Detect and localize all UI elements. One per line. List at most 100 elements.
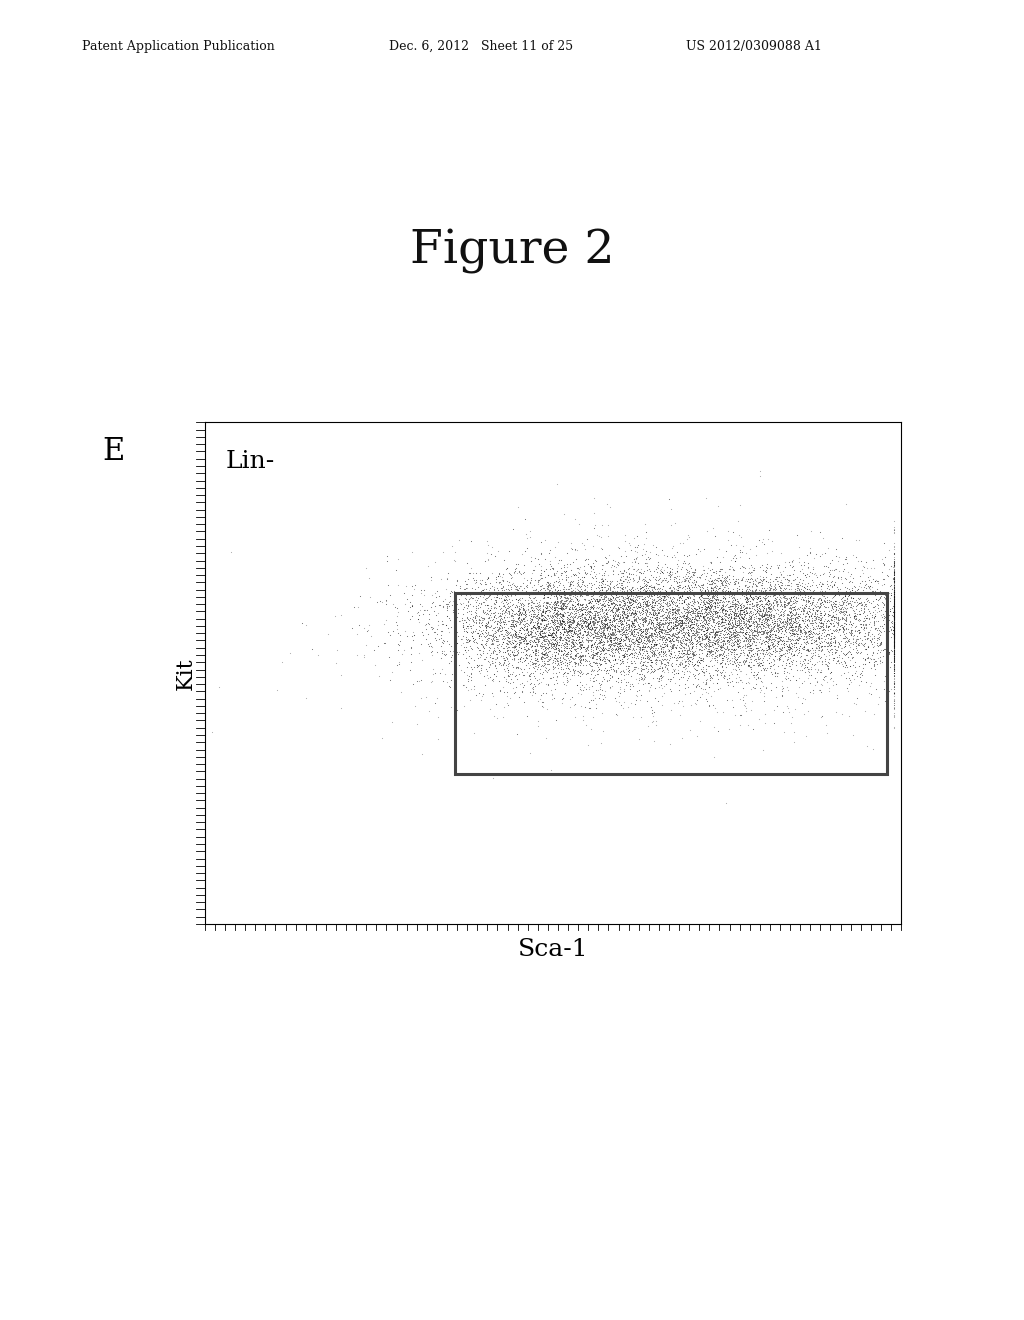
Point [553,587,569,609]
Point [886,618,902,639]
Point [800,622,816,643]
Point [701,630,718,651]
Point [754,593,770,614]
Point [779,640,796,661]
Point [800,615,816,636]
Point [486,706,503,727]
Point [695,607,712,628]
Point [453,628,469,649]
Point [802,593,818,614]
Point [886,619,902,640]
Point [738,543,755,564]
Point [602,601,618,622]
Point [532,560,549,581]
Point [662,581,678,602]
Point [691,635,708,656]
Point [840,631,856,652]
Point [696,605,713,626]
Point [555,598,571,619]
Point [635,603,651,624]
Point [424,807,440,828]
Point [629,756,645,777]
Point [715,667,731,688]
Point [426,878,442,899]
Point [605,583,622,605]
Point [588,598,604,619]
Point [886,585,902,606]
Point [641,586,657,607]
Point [514,616,530,638]
Point [770,570,786,591]
Point [787,602,804,623]
Point [602,609,618,630]
Point [714,612,730,634]
Point [499,640,515,661]
Point [670,610,686,631]
Point [521,573,538,594]
Point [760,598,776,619]
Point [563,636,580,657]
Point [460,631,476,652]
Point [620,595,636,616]
Point [700,593,717,614]
Point [691,647,708,668]
Point [526,616,543,638]
Point [673,602,689,623]
Point [587,664,603,685]
Point [881,565,897,586]
Point [809,609,825,630]
Point [536,615,552,636]
Point [633,668,649,689]
Point [678,620,694,642]
Point [715,599,731,620]
Point [707,615,723,636]
Point [765,623,781,644]
Point [455,628,471,649]
Point [526,667,543,688]
Point [565,579,582,601]
Point [335,529,351,550]
Point [553,636,569,657]
Point [544,611,560,632]
Point [233,433,250,454]
Point [811,628,827,649]
Point [525,593,542,614]
Point [758,583,774,605]
Point [584,612,600,634]
Point [507,444,523,465]
Point [752,636,768,657]
Point [583,718,599,739]
Point [480,622,497,643]
Point [651,626,668,647]
Point [525,579,542,601]
Point [624,590,640,611]
Point [582,645,598,667]
Point [731,603,748,624]
Point [695,560,712,581]
Point [873,622,890,643]
Point [620,624,636,645]
Point [637,589,653,610]
Point [601,669,617,690]
Point [398,589,415,610]
Point [516,603,532,624]
Point [865,611,882,632]
Point [772,591,788,612]
Point [629,541,645,562]
Point [578,611,594,632]
Point [548,620,564,642]
Point [544,445,560,466]
Point [594,680,610,701]
Point [662,668,678,689]
Point [383,711,399,733]
Point [572,458,589,479]
Point [750,573,766,594]
Point [649,483,666,504]
Point [637,620,653,642]
Point [721,668,737,689]
Point [419,722,435,743]
Point [548,635,564,656]
Point [711,594,727,615]
Point [586,644,602,665]
Point [703,640,720,661]
